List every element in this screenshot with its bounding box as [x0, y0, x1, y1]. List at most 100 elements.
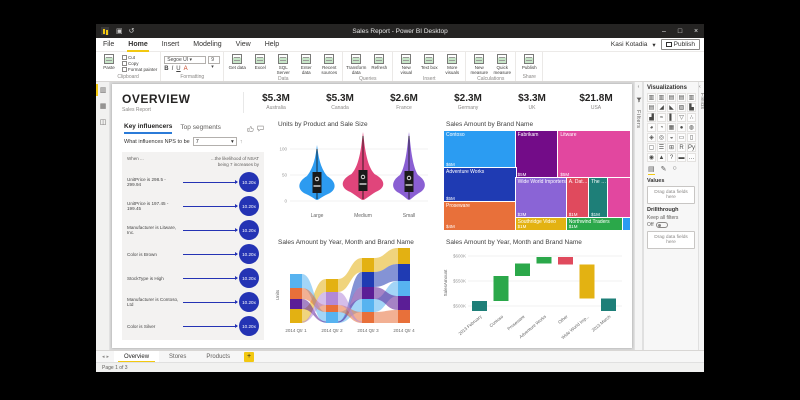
quick-measure-button[interactable]: Quick measure [492, 53, 512, 75]
treemap-cell-adventure-works[interactable]: Adventure Works $5M [443, 166, 517, 204]
treemap-cell-proseware[interactable]: Proseware $4M [443, 201, 517, 231]
key-influencers-icon[interactable]: ◉ [647, 153, 656, 162]
waterfall-chart-icon[interactable]: ▌ [667, 113, 676, 122]
font-name-select[interactable]: Segoe UI ▾ [164, 56, 207, 64]
influencer-row[interactable]: UnitPrice is 197.45 - 199.45 10.20x [127, 194, 259, 218]
comment-icon[interactable] [257, 125, 264, 132]
minimize-button[interactable]: – [662, 27, 666, 35]
menu-item-file[interactable]: File [103, 40, 115, 48]
pie-chart-icon[interactable]: ◕ [647, 123, 656, 132]
maximize-button[interactable]: □ [677, 27, 683, 35]
treemap-cell-a-datum[interactable]: A. Datum $1M [565, 176, 591, 220]
excel-button[interactable]: Excel [250, 53, 270, 70]
copy-button[interactable]: Copy [122, 61, 157, 66]
paste-button[interactable]: Paste [99, 53, 119, 70]
drillthrough-drop-zone[interactable]: Drag data fields here [647, 231, 695, 249]
format-b-button[interactable]: B [164, 66, 169, 72]
transform-data-button[interactable]: Transform data [346, 53, 366, 75]
sort-arrow-icon[interactable]: ↑ [239, 138, 243, 145]
expand-fields-icon[interactable]: ‹ [699, 84, 701, 90]
funnel-chart-icon[interactable]: ▽ [677, 113, 686, 122]
format-u-button[interactable]: U [176, 66, 181, 72]
treemap-cell-fabrikam[interactable]: Fabrikam $5M [514, 130, 560, 179]
viz-pane-tab-analytics[interactable]: ○ [672, 165, 677, 172]
stacked-area-chart-icon[interactable]: ▨ [677, 103, 686, 112]
account-name[interactable]: Kasi Kotadia [610, 41, 648, 48]
treemap-cell-litware[interactable] [606, 176, 631, 220]
expand-filters-icon[interactable]: ‹ [637, 84, 640, 90]
viz-pane-tab-format[interactable]: ✎ [660, 166, 667, 173]
paginated-report-icon[interactable]: ▬ [677, 153, 686, 162]
format-painter-button[interactable]: Format painter [122, 67, 157, 72]
decomposition-tree-icon[interactable]: ▲ [657, 153, 666, 162]
report-view-button[interactable]: ▥ [96, 82, 110, 98]
refresh-button[interactable]: Refresh [369, 53, 389, 70]
thumbs-up-icon[interactable] [247, 125, 254, 132]
influencer-row[interactable]: Manufacturer is Litware, Inc. 10.20x [127, 218, 259, 242]
kpi-card-canada[interactable]: $5.3M Canada [308, 93, 372, 111]
clustered-bar-chart-icon[interactable]: ▤ [667, 93, 676, 102]
undo-icon[interactable]: ↺ [128, 28, 135, 35]
save-icon[interactable]: ▣ [116, 28, 123, 35]
enter-data-button[interactable]: Enter data [296, 53, 316, 75]
key-influencers-visual[interactable]: Key influencers Top segments What influe… [118, 120, 268, 344]
ribbon-chart-visual[interactable]: Sales Amount by Year, Month and Brand Na… [274, 236, 438, 348]
violin-chart-visual[interactable]: Units by Product and Sale Size 100 50 0 Lar… [274, 118, 438, 232]
slicer-icon[interactable]: ▢ [647, 143, 656, 152]
treemap-cell-the-phone-company[interactable]: The Phone Company $1M [588, 176, 609, 220]
stacked-bar-chart-icon[interactable]: ▥ [647, 93, 656, 102]
kpi-card-usa[interactable]: $21.8M USA [564, 93, 628, 111]
table-icon[interactable]: ☰ [657, 143, 666, 152]
influencer-row[interactable]: StockType is High 10.20x [127, 266, 259, 290]
line-and-clustered-column-chart-icon[interactable]: ▟ [647, 113, 656, 122]
treemap-icon[interactable]: ▦ [667, 123, 676, 132]
python-visual-icon[interactable]: Py [687, 143, 696, 152]
page-tab-products[interactable]: Products [206, 353, 231, 360]
tab-key-influencers[interactable]: Key influencers [124, 123, 173, 134]
line-and-stacked-column-chart-icon[interactable]: ▙ [687, 103, 696, 112]
clustered-column-chart-icon[interactable]: ▤ [677, 93, 686, 102]
treemap-visual[interactable]: Sales Amount by Brand Name Contoso $6M Fab… [442, 118, 632, 232]
page-tab-overview[interactable]: Overview [114, 350, 160, 363]
font-size-select[interactable]: 9 ▾ [208, 56, 221, 70]
format-a-button[interactable]: A [183, 66, 188, 72]
cut-button[interactable]: Cut [122, 55, 157, 60]
tab-scroll-arrows[interactable]: ◂▸ [102, 353, 112, 360]
recent-sources-button[interactable]: Recent sources [319, 53, 339, 75]
tab-top-segments[interactable]: Top segments [180, 124, 221, 131]
account-chevron-icon[interactable]: ▾ [652, 41, 656, 49]
r-script-visual-icon[interactable]: R [677, 143, 686, 152]
q-and-a-icon[interactable]: ? [667, 153, 676, 162]
ribbon-chart-icon[interactable]: ≈ [657, 113, 666, 122]
matrix-icon[interactable]: ⊞ [667, 143, 676, 152]
filters-pane-collapsed[interactable]: ‹ Filters [634, 82, 643, 350]
kpi-card-france[interactable]: $2.6M France [372, 93, 436, 111]
more-options-icon[interactable]: … [687, 153, 696, 162]
viz-pane-tab-fields[interactable]: ▤ [648, 166, 655, 175]
kpi-card-australia[interactable]: $5.3M Australia [244, 93, 308, 111]
more-visuals-button[interactable]: More visuals [442, 53, 462, 75]
data-view-button[interactable]: ▦ [99, 103, 107, 110]
publish-button[interactable]: Publish [660, 39, 700, 50]
close-button[interactable]: × [693, 27, 699, 35]
line-chart-icon[interactable]: ◢ [657, 103, 666, 112]
kpi-card-germany[interactable]: $2.3M Germany [436, 93, 500, 111]
map-icon[interactable]: ● [677, 123, 686, 132]
target-value-dropdown[interactable]: 7 ▾ [192, 137, 237, 146]
menu-item-home[interactable]: Home [121, 38, 154, 52]
page-tab-stores[interactable]: Stores [169, 353, 187, 360]
treemap-cell-contoso[interactable] [621, 217, 632, 231]
get-data-button[interactable]: Get data [227, 53, 247, 70]
influencer-row[interactable]: Color is Silver 10.20x [127, 314, 259, 338]
stacked-column-chart-icon[interactable]: ▥ [657, 93, 666, 102]
multi-row-card-icon[interactable]: ▭ [677, 133, 686, 142]
kpi-card-uk[interactable]: $3.3M UK [500, 93, 564, 111]
100-stacked-bar-chart-icon[interactable]: ▥ [687, 93, 696, 102]
menu-item-help[interactable]: Help [264, 40, 280, 48]
add-page-button[interactable]: + [244, 351, 255, 362]
area-chart-icon[interactable]: ◣ [667, 103, 676, 112]
model-view-button[interactable]: ◫ [99, 119, 107, 126]
keep-filters-toggle[interactable] [655, 222, 668, 228]
waterfall-chart-visual[interactable]: Sales Amount by Year, Month and Brand Na… [442, 236, 632, 348]
treemap-cell-wide-world-importers[interactable]: Wide World Importers $3M [514, 176, 568, 220]
